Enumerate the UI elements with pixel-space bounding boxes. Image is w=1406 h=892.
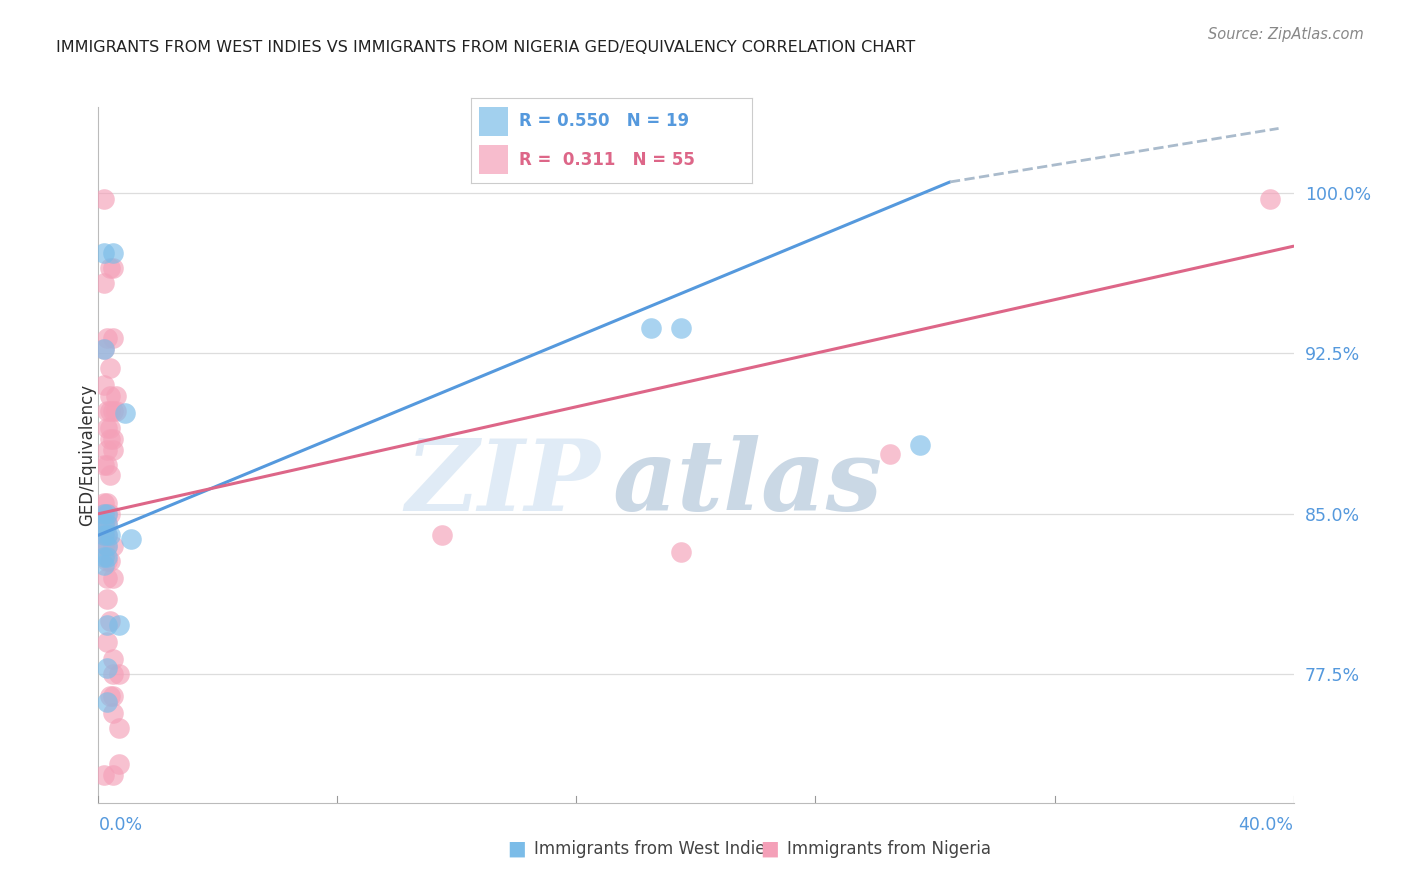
Text: ZIP: ZIP [405,434,600,531]
Point [93,517,115,532]
Point [100,404,122,418]
Point [96,528,118,542]
Point [96,549,118,564]
Bar [479,107,508,136]
Point [879,447,901,461]
Text: ▪: ▪ [759,835,780,863]
Point [103,442,125,457]
Point [93,517,115,532]
Point [430,528,453,542]
Text: Immigrants from Nigeria: Immigrants from Nigeria [787,840,991,858]
Text: atlas: atlas [613,434,883,531]
Text: Source: ZipAtlas.com: Source: ZipAtlas.com [1208,27,1364,42]
Point [100,432,122,446]
Point [93,458,115,472]
Point [93,507,115,521]
Point [100,614,122,628]
Point [96,404,118,418]
Text: R = 0.550   N = 19: R = 0.550 N = 19 [519,112,689,130]
Point [93,342,115,356]
Point [96,517,118,532]
Text: IMMIGRANTS FROM WEST INDIES VS IMMIGRANTS FROM NIGERIA GED/EQUIVALENCY CORRELATI: IMMIGRANTS FROM WEST INDIES VS IMMIGRANT… [56,40,915,55]
Point [103,245,125,260]
Point [93,528,115,542]
Point [103,404,125,418]
Point [100,421,122,435]
Point [93,192,115,206]
Y-axis label: GED/Equivalency: GED/Equivalency [79,384,96,526]
Point [96,458,118,472]
Point [103,539,125,553]
Point [103,667,125,681]
Point [93,558,115,573]
Point [96,539,118,553]
Point [93,342,115,356]
Point [908,438,931,452]
Point [93,245,115,260]
Point [96,442,118,457]
Point [96,661,118,675]
Point [96,695,118,709]
Point [96,618,118,632]
Point [103,689,125,703]
Point [100,689,122,703]
Point [93,507,115,521]
Point [120,533,142,547]
Point [669,320,692,334]
Point [103,432,125,446]
Point [108,757,131,772]
Text: 40.0%: 40.0% [1239,816,1294,834]
Point [93,528,115,542]
Point [96,592,118,607]
Point [96,507,118,521]
Point [96,496,118,510]
Bar [479,145,508,175]
Point [103,260,125,275]
Point [93,549,115,564]
Point [96,517,118,532]
Point [105,404,128,418]
Point [114,406,136,420]
Point [96,507,118,521]
Point [100,389,122,403]
Point [108,618,131,632]
Point [100,528,122,542]
Text: R =  0.311   N = 55: R = 0.311 N = 55 [519,151,695,169]
Point [93,539,115,553]
Point [100,507,122,521]
Text: Immigrants from West Indies: Immigrants from West Indies [534,840,775,858]
Point [103,331,125,345]
Point [1258,192,1281,206]
Text: ▪: ▪ [506,835,527,863]
Point [100,260,122,275]
Point [93,768,115,782]
Point [103,571,125,585]
Point [669,545,692,559]
Point [100,361,122,376]
Point [93,276,115,290]
Point [100,554,122,568]
Point [96,571,118,585]
Point [96,331,118,345]
Point [108,667,131,681]
Point [96,554,118,568]
Point [93,378,115,392]
Point [640,320,662,334]
Point [100,468,122,483]
Point [96,528,118,542]
Point [103,652,125,666]
Text: 0.0%: 0.0% [98,816,142,834]
Point [103,706,125,720]
Point [103,768,125,782]
Point [96,539,118,553]
Point [96,421,118,435]
Point [93,496,115,510]
Point [108,721,131,735]
Point [96,635,118,649]
Point [105,389,128,403]
